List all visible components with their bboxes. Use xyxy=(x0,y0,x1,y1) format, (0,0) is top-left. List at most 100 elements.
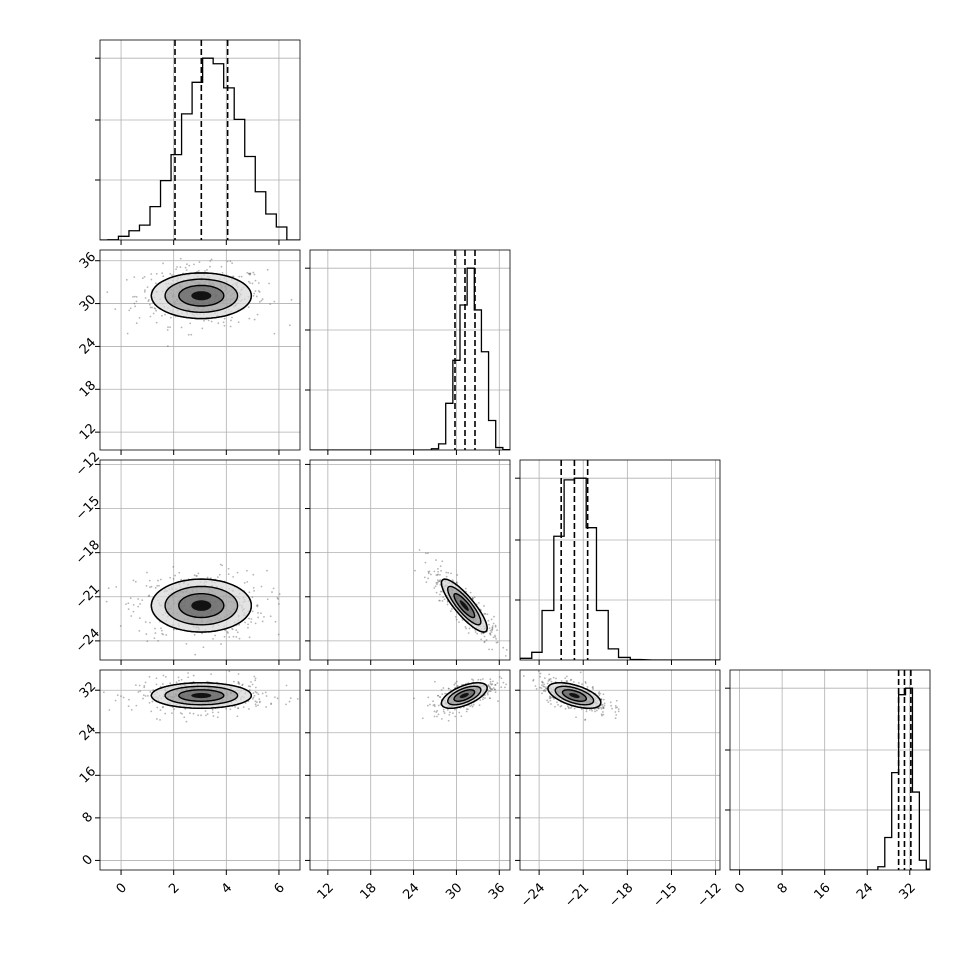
x-tick-label: 30 xyxy=(443,880,465,902)
sample-point xyxy=(150,278,153,281)
sample-point xyxy=(451,579,454,582)
sample-point xyxy=(464,626,467,628)
sample-point xyxy=(497,700,499,703)
sample-point xyxy=(241,684,244,687)
sample-point xyxy=(564,707,567,710)
sample-point xyxy=(169,576,172,579)
sample-point xyxy=(437,694,440,697)
sample-point xyxy=(248,689,251,691)
sample-point xyxy=(614,706,617,709)
sample-point xyxy=(201,632,203,635)
y-tick-label: −12 xyxy=(73,449,103,479)
sample-point xyxy=(446,600,449,603)
sample-point xyxy=(236,715,239,718)
sample-point xyxy=(254,700,257,703)
sample-point xyxy=(206,576,209,579)
sample-point xyxy=(141,599,144,602)
sample-point xyxy=(204,710,207,712)
sample-point xyxy=(187,676,190,679)
sample-point xyxy=(143,684,146,687)
density-panel xyxy=(100,460,300,660)
sample-point xyxy=(206,269,208,271)
sample-point xyxy=(238,637,241,640)
sample-point xyxy=(489,632,491,635)
sample-point xyxy=(143,290,146,293)
density-panel xyxy=(520,670,720,870)
sample-point xyxy=(180,326,183,329)
sample-point xyxy=(229,260,232,263)
sample-point xyxy=(166,329,169,331)
density-panel xyxy=(310,460,510,668)
sample-point xyxy=(128,698,130,701)
sample-point xyxy=(246,580,249,583)
sample-point xyxy=(480,632,483,635)
sample-point xyxy=(255,295,258,298)
sample-point xyxy=(142,697,144,700)
sample-point xyxy=(252,692,255,695)
sample-point xyxy=(439,579,442,581)
sample-point xyxy=(185,720,188,723)
sample-point xyxy=(436,709,439,712)
sample-point xyxy=(555,677,557,680)
sample-point xyxy=(470,704,473,707)
sample-point xyxy=(250,618,253,620)
sample-point xyxy=(585,710,588,713)
sample-point xyxy=(447,571,450,574)
sample-point xyxy=(162,262,164,265)
sample-point xyxy=(154,632,157,634)
sample-point xyxy=(149,691,152,693)
sample-point xyxy=(189,712,191,715)
sample-point xyxy=(248,617,250,620)
sample-point xyxy=(456,684,459,687)
sample-point xyxy=(256,605,259,608)
sample-point xyxy=(540,687,543,690)
sample-point xyxy=(490,631,493,633)
sample-point xyxy=(155,718,158,720)
sample-point xyxy=(148,701,151,704)
sample-point xyxy=(288,324,291,327)
sample-point xyxy=(187,333,190,336)
sample-point xyxy=(296,698,299,700)
y-tick-label: 36 xyxy=(77,250,99,272)
sample-point xyxy=(278,593,281,595)
sample-point xyxy=(251,697,254,700)
sample-point xyxy=(591,709,593,712)
x-tick-label: 0 xyxy=(732,880,748,896)
sample-point xyxy=(552,676,555,679)
sample-point xyxy=(491,627,494,629)
sample-point xyxy=(179,257,182,260)
sample-point xyxy=(114,308,117,311)
sample-point xyxy=(447,719,450,722)
sample-point xyxy=(232,576,235,578)
sample-point xyxy=(210,320,213,323)
sample-point xyxy=(483,605,485,607)
sample-point xyxy=(584,681,587,683)
sample-point xyxy=(614,711,617,713)
sample-point xyxy=(127,602,130,605)
sample-point xyxy=(238,681,240,684)
sample-point xyxy=(137,605,140,608)
sample-point xyxy=(614,717,617,720)
x-tick-label: −15 xyxy=(651,880,681,910)
sample-point xyxy=(144,681,147,684)
sample-point xyxy=(545,686,547,689)
sample-point xyxy=(456,685,459,688)
sample-point xyxy=(449,610,452,613)
sample-point xyxy=(169,272,172,275)
histogram-panel xyxy=(100,40,300,240)
y-tick-label: −21 xyxy=(73,582,103,612)
sample-point xyxy=(170,712,173,715)
sample-point xyxy=(147,595,150,597)
sample-point xyxy=(548,673,551,676)
sample-point xyxy=(211,711,214,714)
sample-point xyxy=(158,584,160,587)
sample-point xyxy=(436,581,439,584)
sample-point xyxy=(487,619,490,622)
sample-point xyxy=(454,616,457,618)
sample-point xyxy=(541,680,543,683)
x-tick-label: −24 xyxy=(518,880,548,910)
sample-point xyxy=(127,705,130,708)
sample-point xyxy=(490,688,493,691)
sample-point xyxy=(505,666,507,668)
sample-point xyxy=(162,633,165,636)
